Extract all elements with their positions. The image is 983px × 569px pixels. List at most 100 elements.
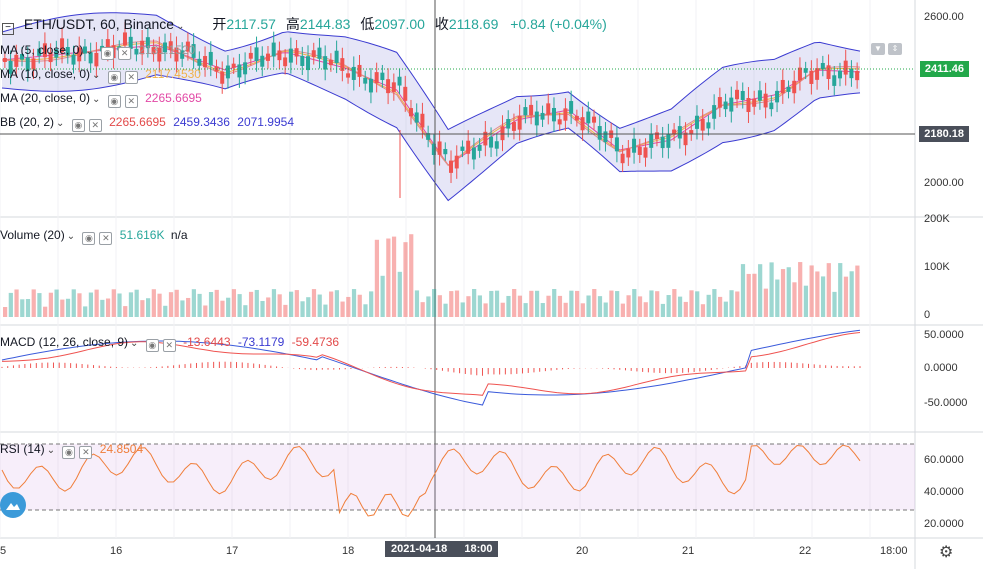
candle-body <box>523 107 528 116</box>
volume-bar <box>357 294 362 317</box>
candle-body <box>632 138 637 153</box>
chevron-down-icon[interactable]: ⌄ <box>85 46 94 57</box>
chevron-down-icon[interactable]: ⌄ <box>176 21 185 32</box>
candle-body <box>431 143 436 155</box>
close-icon[interactable]: ✕ <box>162 339 176 352</box>
bb-legend[interactable]: BB (20, 2) ⌄ ◉ ✕ 2265.6695 2459.3436 2071.… <box>0 114 294 132</box>
eye-icon[interactable]: ◉ <box>82 232 96 245</box>
macd-histogram-value: -13.6443 <box>183 335 231 349</box>
macd-legend[interactable]: MACD (12, 26, close, 9) ⌄ ◉ ✕ -13.6443 -73… <box>0 334 339 352</box>
minus-square-icon[interactable]: − <box>2 23 14 35</box>
high-label: 高 <box>285 16 300 32</box>
ma20-legend[interactable]: MA (20, close, 0) ⌄ ◉ ✕ 2265.6695 <box>0 90 202 108</box>
candle-body <box>271 42 276 57</box>
close-icon[interactable]: ✕ <box>88 119 102 132</box>
close-icon[interactable]: ✕ <box>79 446 93 459</box>
macd-tick: -50.0000 <box>924 397 968 409</box>
close-icon[interactable]: ✕ <box>118 47 132 60</box>
close-icon[interactable]: ✕ <box>124 95 138 108</box>
volume-bar <box>500 302 505 317</box>
candle-body <box>529 104 534 116</box>
eye-icon[interactable]: ◉ <box>145 339 159 352</box>
candle-body <box>94 52 99 67</box>
volume-bar <box>763 288 768 317</box>
candle-body <box>25 57 30 71</box>
volume-bar <box>706 294 711 317</box>
candle-body <box>426 133 431 140</box>
volume-bar <box>197 293 202 317</box>
symbol-label[interactable]: ETH/USDT, 60, Binance <box>23 16 175 32</box>
eye-icon[interactable]: ◉ <box>101 47 115 60</box>
candle-body <box>317 47 322 59</box>
volume-bar <box>191 289 196 317</box>
chevron-down-icon[interactable]: ⌄ <box>46 445 56 456</box>
eye-icon[interactable]: ◉ <box>107 71 121 84</box>
candle-body <box>437 141 442 155</box>
candle-body <box>277 50 282 61</box>
volume-bar <box>386 238 391 317</box>
low-value: 2097.00 <box>374 16 425 32</box>
chevron-down-icon[interactable]: ⌄ <box>92 94 101 105</box>
volume-bar <box>695 291 700 317</box>
volume-bar <box>346 296 351 317</box>
eye-icon[interactable]: ◉ <box>71 119 85 132</box>
chevron-down-icon[interactable]: ⌄ <box>66 231 76 242</box>
eye-icon[interactable]: ◉ <box>62 446 76 459</box>
rsi-legend[interactable]: RSI (14) ⌄ ◉ ✕ 24.8504 <box>0 441 143 459</box>
rsi-band-fill <box>0 444 915 510</box>
volume-bar <box>254 289 259 317</box>
volume-bar <box>60 299 65 317</box>
ma20-value: 2265.6695 <box>145 91 202 105</box>
gear-icon[interactable]: ⚙ <box>939 544 954 561</box>
chevron-down-icon[interactable]: ⌄ <box>130 338 139 349</box>
candle-body <box>797 67 802 81</box>
crosshair-price-tag: 2180.18 <box>919 126 969 142</box>
ma10-legend[interactable]: MA (10, close, 0) ⌄ ◉ ✕ 2117.4530 <box>0 66 201 84</box>
candle-body <box>145 37 150 49</box>
time-label: 16 <box>110 545 123 557</box>
candle-body <box>643 147 648 158</box>
open-value: 2117.57 <box>226 16 276 32</box>
volume-bar <box>700 304 706 317</box>
ma5-legend[interactable]: MA (5, close, 0) ⌄ ◉ ✕ 2131.1520 <box>0 42 195 60</box>
close-icon[interactable]: ✕ <box>124 71 138 84</box>
candle-body <box>237 64 242 78</box>
candle-body <box>551 107 556 122</box>
chevron-down-icon[interactable]: ⌄ <box>56 118 65 129</box>
volume-bar <box>557 295 563 317</box>
rsi-tick: 40.0000 <box>924 486 964 498</box>
candle-body <box>637 146 642 155</box>
volume-bar <box>168 292 174 317</box>
candle-body <box>180 50 185 59</box>
candle-body <box>14 54 19 67</box>
volume-legend[interactable]: Volume (20) ⌄ ◉ ✕ 51.616K n/a <box>0 227 188 245</box>
volume-bar <box>838 263 843 317</box>
candle-body <box>706 122 711 129</box>
volume-bar <box>432 289 437 317</box>
candle-body <box>809 70 814 84</box>
volume-bar <box>780 269 786 317</box>
volume-bar <box>77 293 82 317</box>
volume-bar <box>117 293 122 317</box>
candle-body <box>403 86 408 101</box>
volume-bar <box>569 290 574 317</box>
close-icon[interactable]: ✕ <box>99 232 113 245</box>
candle-body <box>408 108 413 117</box>
candle-body <box>71 54 76 65</box>
volume-bar <box>271 289 277 317</box>
eye-icon[interactable]: ◉ <box>107 95 121 108</box>
time-label: 18 <box>342 545 355 557</box>
chevron-down-icon[interactable]: ▼ <box>871 43 885 55</box>
volume-bar <box>231 289 237 317</box>
volume-bar <box>472 289 477 317</box>
chevron-up-icon[interactable]: ⇕ <box>888 43 902 55</box>
volume-bar <box>105 298 111 317</box>
candle-body <box>592 116 597 123</box>
volume-bar <box>226 297 231 317</box>
volume-bar <box>775 279 780 317</box>
chevron-down-icon[interactable]: ⌄ <box>92 70 101 81</box>
volume-bar <box>300 301 305 317</box>
volume-bar <box>289 291 294 317</box>
cloud-logo-icon[interactable] <box>0 492 26 518</box>
